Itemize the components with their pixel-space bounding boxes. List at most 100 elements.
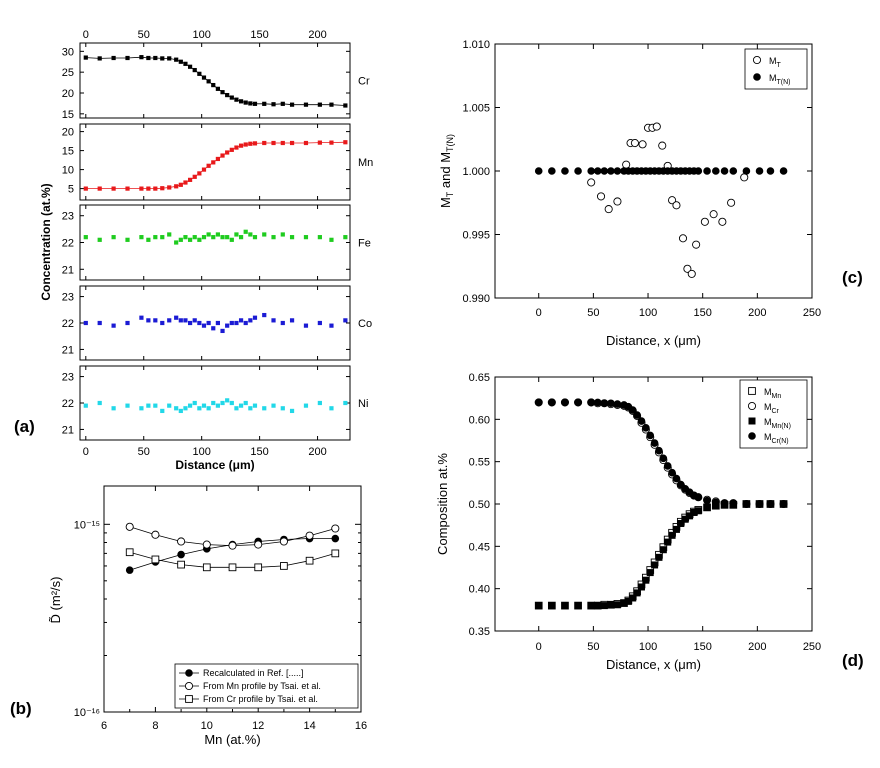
data-point-cr	[174, 57, 179, 62]
data-point	[740, 173, 749, 182]
data-point	[672, 474, 681, 483]
data-point-co	[146, 318, 151, 323]
y-tick-label: 0.55	[469, 457, 490, 469]
x-tick-label: 250	[803, 641, 821, 653]
data-point-fe	[167, 232, 172, 237]
data-point	[703, 496, 711, 505]
data-point	[594, 602, 602, 610]
data-point-ni	[174, 406, 179, 411]
y-tick-label: 30	[62, 46, 74, 58]
data-point-fe	[111, 235, 116, 240]
data-point-cr	[97, 56, 102, 61]
data-point-mn	[187, 177, 193, 182]
data-point-fe	[248, 232, 253, 237]
data-point	[633, 411, 641, 419]
data-point	[766, 500, 775, 508]
data-point-cr	[211, 82, 216, 88]
y-tick-label: 0.45	[469, 541, 490, 553]
data-point	[700, 217, 709, 226]
data-point-cr	[289, 102, 295, 107]
data-point	[712, 498, 720, 507]
data-point	[672, 525, 680, 533]
data-point-fe	[225, 235, 230, 240]
data-point	[655, 553, 663, 561]
data-point	[659, 454, 668, 463]
data-point-fe	[174, 240, 179, 245]
data-point-mn	[303, 140, 309, 146]
data-point	[561, 602, 569, 610]
x-tick-label: 12	[252, 720, 264, 732]
data-point	[228, 563, 237, 572]
data-point-mn	[234, 145, 239, 150]
x-tick-label: 100	[639, 641, 657, 653]
data-point	[678, 234, 688, 243]
panel-label-a: (a)	[14, 417, 35, 436]
legend-label-sub: T(N)	[777, 79, 791, 86]
data-point	[600, 167, 609, 175]
data-point-co	[317, 320, 322, 326]
data-point	[613, 167, 622, 175]
data-point-ni	[183, 406, 188, 411]
y-axis-title-sub: T(N)	[445, 134, 455, 152]
data-point-fe	[197, 237, 202, 242]
data-point-ni	[262, 406, 267, 411]
data-point-mn	[252, 141, 258, 146]
data-point	[633, 589, 641, 597]
data-point-ni	[192, 400, 197, 406]
data-point-mn	[146, 186, 151, 191]
data-point-cr	[329, 102, 334, 107]
data-point	[151, 555, 160, 564]
legend-marker	[185, 695, 193, 703]
legend-marker	[752, 55, 762, 65]
legend-label-sub: Mn(N)	[772, 423, 791, 430]
x-tick-label: 250	[803, 307, 821, 319]
data-point	[694, 167, 703, 175]
data-point-ni	[248, 406, 253, 411]
data-point	[607, 167, 615, 175]
data-point-co	[262, 312, 267, 318]
data-point-ni	[252, 403, 258, 408]
data-point-fe	[211, 235, 216, 240]
data-point	[694, 493, 703, 502]
data-point-cr	[303, 102, 309, 107]
data-point-co	[343, 318, 348, 323]
y-axis-title-sub: T	[445, 191, 455, 197]
data-point	[548, 167, 556, 175]
data-point	[587, 602, 595, 610]
data-point	[703, 167, 711, 175]
data-point-fe	[178, 237, 183, 242]
data-point-co	[280, 320, 285, 326]
data-point-fe	[303, 235, 309, 240]
legend-label: From Mn profile by Tsai. et al.	[203, 681, 321, 691]
y-axis-title: Concentration (at.%)	[39, 183, 53, 300]
data-point-mn	[201, 167, 207, 172]
y-tick-label: 1.010	[462, 39, 490, 51]
data-point-co	[211, 326, 216, 331]
y-tick-label: 15	[62, 146, 74, 158]
data-point-ni	[178, 408, 183, 414]
y-tick-label: 1.000	[462, 166, 490, 178]
data-point-cr	[111, 55, 116, 61]
data-point	[331, 549, 340, 558]
data-point-ni	[225, 398, 230, 403]
data-point	[655, 446, 663, 455]
data-point	[742, 500, 751, 508]
data-point	[604, 205, 613, 214]
data-point-co	[178, 318, 183, 323]
data-point-fe	[317, 235, 322, 240]
subplot-ni: 21 22 23 Ni	[62, 365, 368, 441]
data-point	[766, 167, 775, 175]
data-point-mn	[289, 140, 295, 146]
data-point-co	[174, 315, 179, 320]
data-point-cr	[197, 71, 202, 76]
data-point-mn	[215, 156, 220, 162]
data-point-co	[248, 318, 253, 323]
data-point	[709, 210, 718, 219]
data-point	[125, 566, 134, 574]
element-label-fe: Fe	[358, 238, 371, 250]
data-point-co	[303, 323, 309, 328]
data-point-ni	[289, 408, 295, 414]
data-point-mn	[271, 140, 276, 146]
panel-label-d: (d)	[842, 651, 864, 670]
x-tick-label: 16	[355, 720, 367, 732]
